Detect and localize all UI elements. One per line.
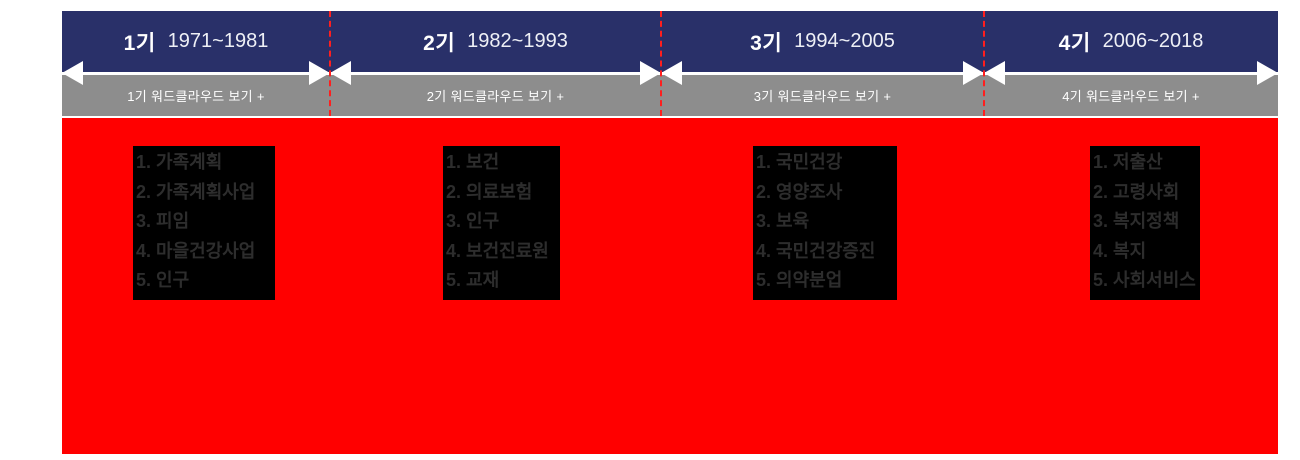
arrow-left-icon [330,61,351,85]
wordcloud-button-label: 4기 워드클라우드 보기 + [1062,89,1200,104]
keyword-item: 2. 영양조사 [756,181,843,202]
period-header-2: 2기 1982~1993 [330,11,661,72]
wordcloud-button-label: 1기 워드클라우드 보기 + [127,89,265,104]
period-divider [329,11,331,116]
keyword-item: 3. 인구 [446,211,500,231]
arrow-left-icon [984,61,1005,85]
keyword-item: 4. 보건진료원 [446,240,549,261]
keyword-item: 4. 복지 [1093,240,1147,261]
period-label: 2기 [423,31,456,55]
wordcloud-button-4[interactable]: 4기 워드클라우드 보기 + [984,75,1278,116]
period-divider [983,11,985,116]
keyword-item: 1. 국민건강 [756,152,843,172]
keyword-list-4: 1. 저출산 2. 고령사회 3. 복지정책 4. 복지 5. 사회서비스 [1090,146,1200,300]
keyword-item: 2. 가족계획사업 [136,181,256,202]
wordcloud-button-1[interactable]: 1기 워드클라우드 보기 + [62,75,330,116]
period-section-3: 3기 1994~2005 3기 워드클라우드 보기 + [661,11,984,116]
period-years: 1994~2005 [794,30,895,52]
keyword-item: 4. 마을건강사업 [136,240,256,261]
keyword-item: 5. 사회서비스 [1093,270,1196,290]
arrow-right-icon [1257,61,1278,85]
period-years: 2006~2018 [1102,30,1204,52]
period-header-4: 4기 2006~2018 [984,11,1278,72]
keyword-list-2: 1. 보건 2. 의료보험 3. 인구 4. 보건진료원 5. 교재 [443,146,560,300]
keyword-item: 3. 보육 [756,211,810,231]
keyword-item: 1. 저출산 [1093,152,1163,172]
keyword-list-3: 1. 국민건강 2. 영양조사 3. 보육 4. 국민건강증진 5. 의약분업 [753,146,897,300]
period-years: 1971~1981 [167,30,269,52]
wordcloud-panel: 1. 가족계획 2. 가족계획사업 3. 피임 4. 마을건강사업 5. 인구 … [62,118,1278,454]
wordcloud-button-3[interactable]: 3기 워드클라우드 보기 + [661,75,984,116]
period-section-1: 1기 1971~1981 1기 워드클라우드 보기 + [62,11,330,116]
arrow-left-icon [661,61,682,85]
arrow-left-icon [62,61,83,85]
keyword-item: 5. 인구 [136,270,190,290]
keyword-list-1: 1. 가족계획 2. 가족계획사업 3. 피임 4. 마을건강사업 5. 인구 [133,146,275,300]
wordcloud-button-2[interactable]: 2기 워드클라우드 보기 + [330,75,661,116]
keyword-item: 2. 의료보험 [446,181,533,202]
keyword-item: 3. 복지정책 [1093,211,1180,231]
wordcloud-button-label: 3기 워드클라우드 보기 + [753,89,892,104]
keyword-item: 4. 국민건강증진 [756,240,876,261]
period-section-2: 2기 1982~1993 2기 워드클라우드 보기 + [330,11,661,116]
arrow-right-icon [963,61,984,85]
keyword-item: 5. 의약분업 [756,270,843,290]
period-label: 1기 [123,31,156,55]
arrow-right-icon [640,61,661,85]
period-section-4: 4기 2006~2018 4기 워드클라우드 보기 + [984,11,1278,116]
wordcloud-button-label: 2기 워드클라우드 보기 + [426,89,565,104]
period-header-1: 1기 1971~1981 [62,11,330,72]
period-divider [660,11,662,116]
period-label: 3기 [750,31,783,55]
keyword-item: 3. 피임 [136,211,190,231]
period-label: 4기 [1058,31,1091,55]
period-header-3: 3기 1994~2005 [661,11,984,72]
keyword-item: 5. 교재 [446,270,500,290]
keyword-item: 1. 보건 [446,152,500,172]
period-years: 1982~1993 [467,30,568,52]
keyword-item: 1. 가족계획 [136,152,223,172]
arrow-right-icon [309,61,330,85]
keyword-item: 2. 고령사회 [1093,181,1180,202]
